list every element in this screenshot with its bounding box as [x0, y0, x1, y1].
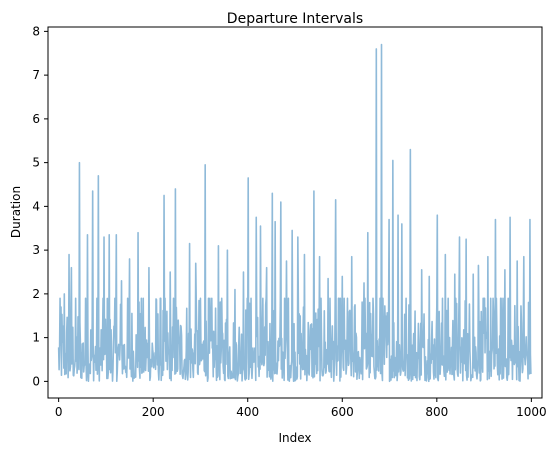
y-tick-label: 5: [32, 156, 40, 170]
y-tick-label: 3: [32, 243, 40, 257]
x-axis: 0 200 400 600 800 1000: [55, 398, 547, 419]
x-axis-label: Index: [278, 431, 311, 445]
chart-title: Departure Intervals: [227, 11, 363, 27]
x-tick-label: 1000: [516, 405, 547, 419]
y-tick-label: 1: [32, 331, 40, 345]
x-tick-label: 600: [331, 405, 354, 419]
x-tick-label: 0: [55, 405, 63, 419]
x-tick-label: 200: [142, 405, 165, 419]
y-tick-label: 2: [32, 287, 40, 301]
y-tick-label: 4: [32, 199, 40, 213]
series-group: [57, 43, 532, 383]
y-tick-label: 7: [32, 68, 40, 82]
x-tick-label: 400: [236, 405, 259, 419]
plot-frame: [47, 26, 543, 399]
y-tick-label: 8: [32, 24, 40, 38]
series-line: [57, 43, 532, 383]
x-tick-label: 800: [425, 405, 448, 419]
y-tick-label: 6: [32, 112, 40, 126]
y-axis-label: Duration: [9, 186, 23, 238]
y-axis: 0 1 2 3 4 5 6 7 8: [32, 24, 48, 388]
y-tick-label: 0: [32, 374, 40, 388]
